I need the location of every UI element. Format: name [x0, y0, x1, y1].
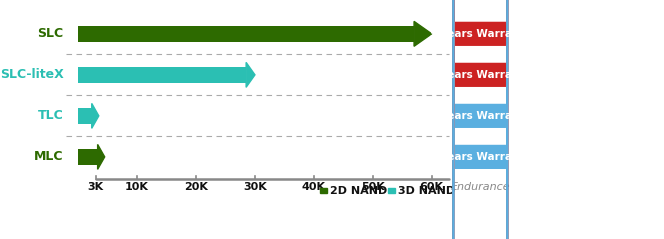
Text: 50K: 50K — [361, 182, 384, 192]
Polygon shape — [414, 21, 432, 46]
Bar — [78, 149, 98, 165]
Text: 30K: 30K — [243, 182, 267, 192]
Text: 5 Years Warranty: 5 Years Warranty — [430, 70, 531, 80]
Bar — [320, 188, 327, 193]
Bar — [78, 26, 414, 42]
Text: 2 Years Warranty: 2 Years Warranty — [430, 111, 531, 121]
Text: 2 Years Warranty: 2 Years Warranty — [430, 152, 531, 162]
Bar — [78, 67, 246, 83]
Bar — [78, 108, 92, 124]
FancyBboxPatch shape — [452, 0, 509, 239]
Text: 60K: 60K — [420, 182, 444, 192]
FancyBboxPatch shape — [452, 0, 509, 239]
Text: 3K: 3K — [88, 182, 104, 192]
FancyBboxPatch shape — [452, 0, 509, 239]
Bar — [388, 188, 394, 193]
Text: 5 Years Warranty: 5 Years Warranty — [430, 29, 531, 39]
Text: 2D NAND: 2D NAND — [331, 185, 388, 196]
Text: SLC-liteX: SLC-liteX — [0, 68, 64, 81]
Text: 10K: 10K — [125, 182, 149, 192]
Text: SLC: SLC — [37, 27, 64, 40]
Text: 20K: 20K — [184, 182, 208, 192]
Text: 40K: 40K — [302, 182, 326, 192]
Text: MLC: MLC — [34, 150, 64, 163]
Text: 3D NAND: 3D NAND — [398, 185, 456, 196]
Polygon shape — [98, 144, 105, 169]
Text: Endurance: Endurance — [451, 182, 510, 192]
Polygon shape — [92, 103, 99, 128]
FancyBboxPatch shape — [452, 0, 509, 239]
Polygon shape — [246, 62, 255, 87]
Text: TLC: TLC — [38, 109, 64, 122]
